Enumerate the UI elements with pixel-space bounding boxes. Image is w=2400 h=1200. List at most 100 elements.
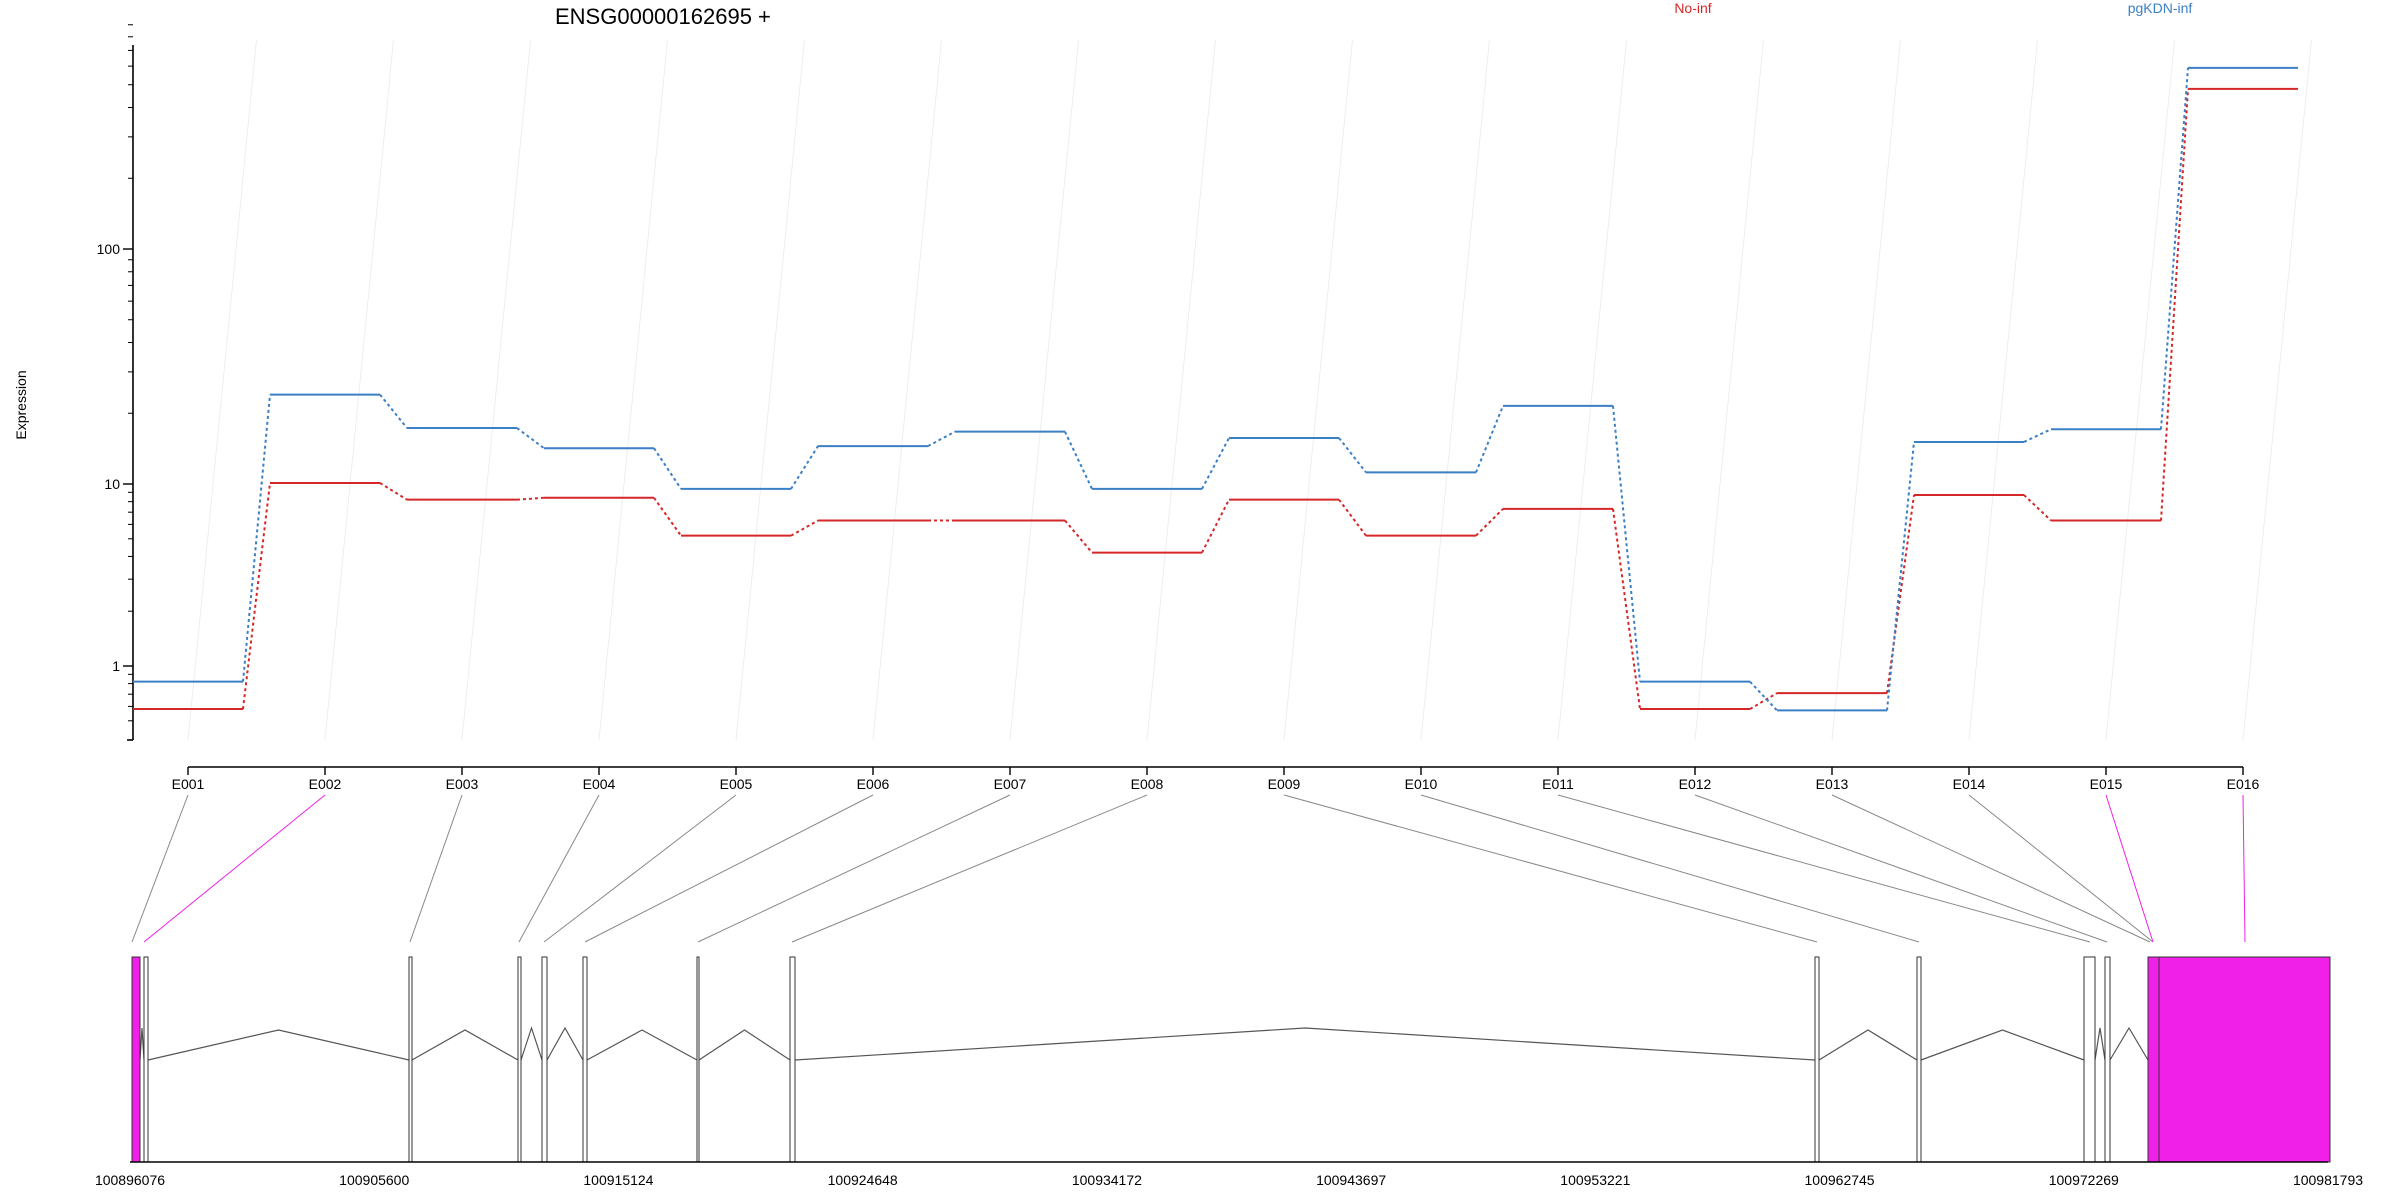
exon-connector <box>697 794 1011 943</box>
x-tick-label: E005 <box>720 776 753 792</box>
genomic-tick-label: 100972269 <box>2049 1172 2119 1188</box>
grid-line <box>1557 39 1627 741</box>
grid-line <box>1420 39 1490 741</box>
exon-box <box>2147 956 2160 1163</box>
y-tick-label: 100 <box>97 241 121 257</box>
exon-transition-mark <box>516 427 545 450</box>
x-tick-label: E012 <box>1679 776 1712 792</box>
exon-transition-mark <box>242 482 271 710</box>
intron-line <box>546 1026 584 1061</box>
intron-line <box>1920 1029 2085 1061</box>
exon-box <box>143 956 149 1163</box>
y-axis-label: Expression <box>13 370 29 439</box>
x-tick-label: E011 <box>1542 776 1574 792</box>
exon-box <box>131 956 141 1163</box>
grid-line <box>1146 39 1216 741</box>
exon-transition-mark <box>1886 441 1915 711</box>
exon-transition-mark <box>1064 431 1093 490</box>
grid-line <box>461 39 531 741</box>
exon-transition-mark <box>653 447 682 490</box>
exon-box <box>2158 956 2331 1163</box>
gene-model <box>131 956 2331 1163</box>
exon-connector <box>1694 794 2108 943</box>
grid-line <box>2105 39 2175 741</box>
exon-transition-mark <box>1201 499 1230 554</box>
genomic-tick-label: 100953221 <box>1560 1172 1630 1188</box>
exon-transition-mark <box>1886 494 1915 694</box>
exon-box <box>582 956 588 1163</box>
exon-transition-mark <box>242 394 271 682</box>
exon-transition-mark <box>1064 519 1093 554</box>
x-axis-exons: E001 E002 E003 E004 E005 E006 E007 E008 E009 E010… <box>172 766 2260 792</box>
exon-box <box>2083 956 2096 1163</box>
intron-line <box>698 1029 791 1061</box>
exon-connector <box>1968 794 2154 943</box>
exon-transition-mark <box>790 519 819 537</box>
grid-line <box>1968 39 2038 741</box>
grid-line <box>324 39 394 741</box>
exon-transition-mark <box>2160 88 2189 521</box>
exon-box <box>2104 956 2111 1163</box>
intron-line <box>2094 1027 2106 1061</box>
grid-line <box>1009 39 1079 741</box>
intron-line <box>147 1029 410 1061</box>
intron-line <box>139 1027 145 1061</box>
grid-line <box>735 39 805 741</box>
exon-transition-mark <box>2023 494 2052 522</box>
exon-transition-mark <box>1475 508 1504 537</box>
intron-line <box>586 1029 698 1061</box>
genomic-tick-label: 100905600 <box>339 1172 409 1188</box>
exon-box <box>517 956 522 1163</box>
y-axis: 1 10 100 <box>97 24 134 741</box>
exon-box <box>696 956 700 1163</box>
exon-transition-mark <box>1338 499 1367 537</box>
exon-connector <box>131 794 189 943</box>
exon-transition-mark <box>379 482 408 501</box>
legend-entry: No-inf <box>1674 0 1711 16</box>
genomic-tick-label: 100934172 <box>1072 1172 1142 1188</box>
exon-connector <box>1420 794 1920 943</box>
exon-connector <box>409 794 463 943</box>
grid-line <box>1283 39 1353 741</box>
x-tick-label: E004 <box>583 776 616 792</box>
grid-line <box>1831 39 1901 741</box>
x-tick-label: E009 <box>1268 776 1301 792</box>
exon-transition-mark <box>927 430 956 447</box>
exon-transition-mark <box>2160 67 2189 430</box>
grid-line <box>2242 39 2312 741</box>
exon-connector <box>543 794 737 943</box>
genomic-tick-label: 100924648 <box>828 1172 898 1188</box>
exon-connector <box>1283 794 1818 943</box>
legend-entry: pgKDN-inf <box>2128 0 2193 16</box>
exon-transition-mark <box>379 394 408 429</box>
intron-line <box>2109 1026 2149 1061</box>
genomic-axis: 100896076 100905600 100915124 100924648 1009… <box>95 1161 2363 1188</box>
exon-transition-mark <box>516 496 545 501</box>
exon-connector <box>1831 794 2151 943</box>
genomic-tick-label: 100981793 <box>2293 1172 2363 1188</box>
exon-transition-mark <box>1612 405 1641 682</box>
exon-box <box>1916 956 1922 1163</box>
genomic-tick-label: 100896076 <box>95 1172 165 1188</box>
intron-line <box>411 1029 519 1061</box>
x-tick-label: E008 <box>1131 776 1164 792</box>
exon-transition-mark <box>1749 681 1778 712</box>
grid-line <box>872 39 942 741</box>
x-tick-label: E001 <box>172 776 205 792</box>
exon-transition-mark <box>1749 692 1778 710</box>
exon-transition-mark <box>2023 428 2052 443</box>
grid-line <box>1694 39 1764 741</box>
x-tick-label: E003 <box>446 776 479 792</box>
exon-box <box>1814 956 1820 1163</box>
exon-connector <box>143 794 326 943</box>
vertical-grid <box>187 39 2312 741</box>
series-group <box>133 66 2298 712</box>
exon-box <box>789 956 796 1163</box>
intron-line <box>520 1026 543 1061</box>
series-group <box>133 87 2298 711</box>
y-tick-label: 1 <box>112 658 120 674</box>
x-tick-label: E007 <box>994 776 1027 792</box>
genomic-tick-label: 100962745 <box>1805 1172 1875 1188</box>
x-tick-label: E002 <box>309 776 342 792</box>
